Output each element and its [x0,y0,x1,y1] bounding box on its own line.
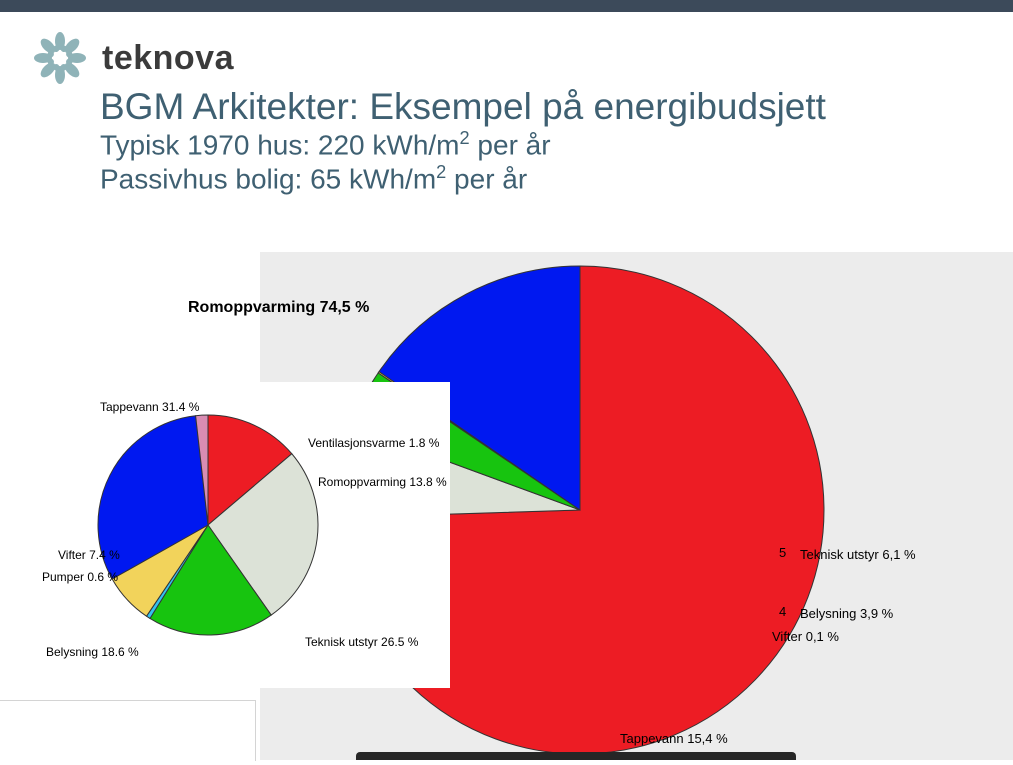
subtitle-line-2: Passivhus bolig: 65 kWh/m2 per år [100,162,527,195]
chart-label-left-ventilasjonsvarme: Ventilasjonsvarme 1.8 % [308,436,439,450]
left-pie-chart [88,410,328,655]
chart-label-prefix-teknisk: 5 [779,545,786,560]
top-bar [0,0,1013,12]
chart-label-left-romoppvarming: Romoppvarming 13.8 % [318,475,447,489]
chart-label-vifter: Vifter 0,1 % [772,629,839,644]
chart-label-romoppvarming: Romoppvarming 74,5 % [188,299,369,317]
chart-label-left-vifter: Vifter 7.4 % [58,548,120,562]
subtitle-line-1: Typisk 1970 hus: 220 kWh/m2 per år [100,128,551,161]
brand-text: teknova [102,39,234,78]
bottom-bar [356,752,796,760]
chart-label-tappevann: Tappevann 15,4 % [620,731,728,746]
chart-label-left-teknisk: Teknisk utstyr 26.5 % [305,635,418,649]
chart-label-left-pumper: Pumper 0.6 % [42,570,118,584]
teknova-logo-icon [32,30,88,86]
page-title: BGM Arkitekter: Eksempel på energibudsje… [100,86,826,128]
chart-label-prefix-belysning: 4 [779,604,786,619]
left-bottom-panel [0,700,256,761]
chart-label-left-belysning: Belysning 18.6 % [46,645,139,659]
chart-label-belysning: Belysning 3,9 % [800,606,893,621]
chart-label-teknisk: Teknisk utstyr 6,1 % [800,547,916,562]
chart-label-left-tappevann: Tappevann 31.4 % [100,400,199,414]
brand-block: teknova [32,30,234,86]
